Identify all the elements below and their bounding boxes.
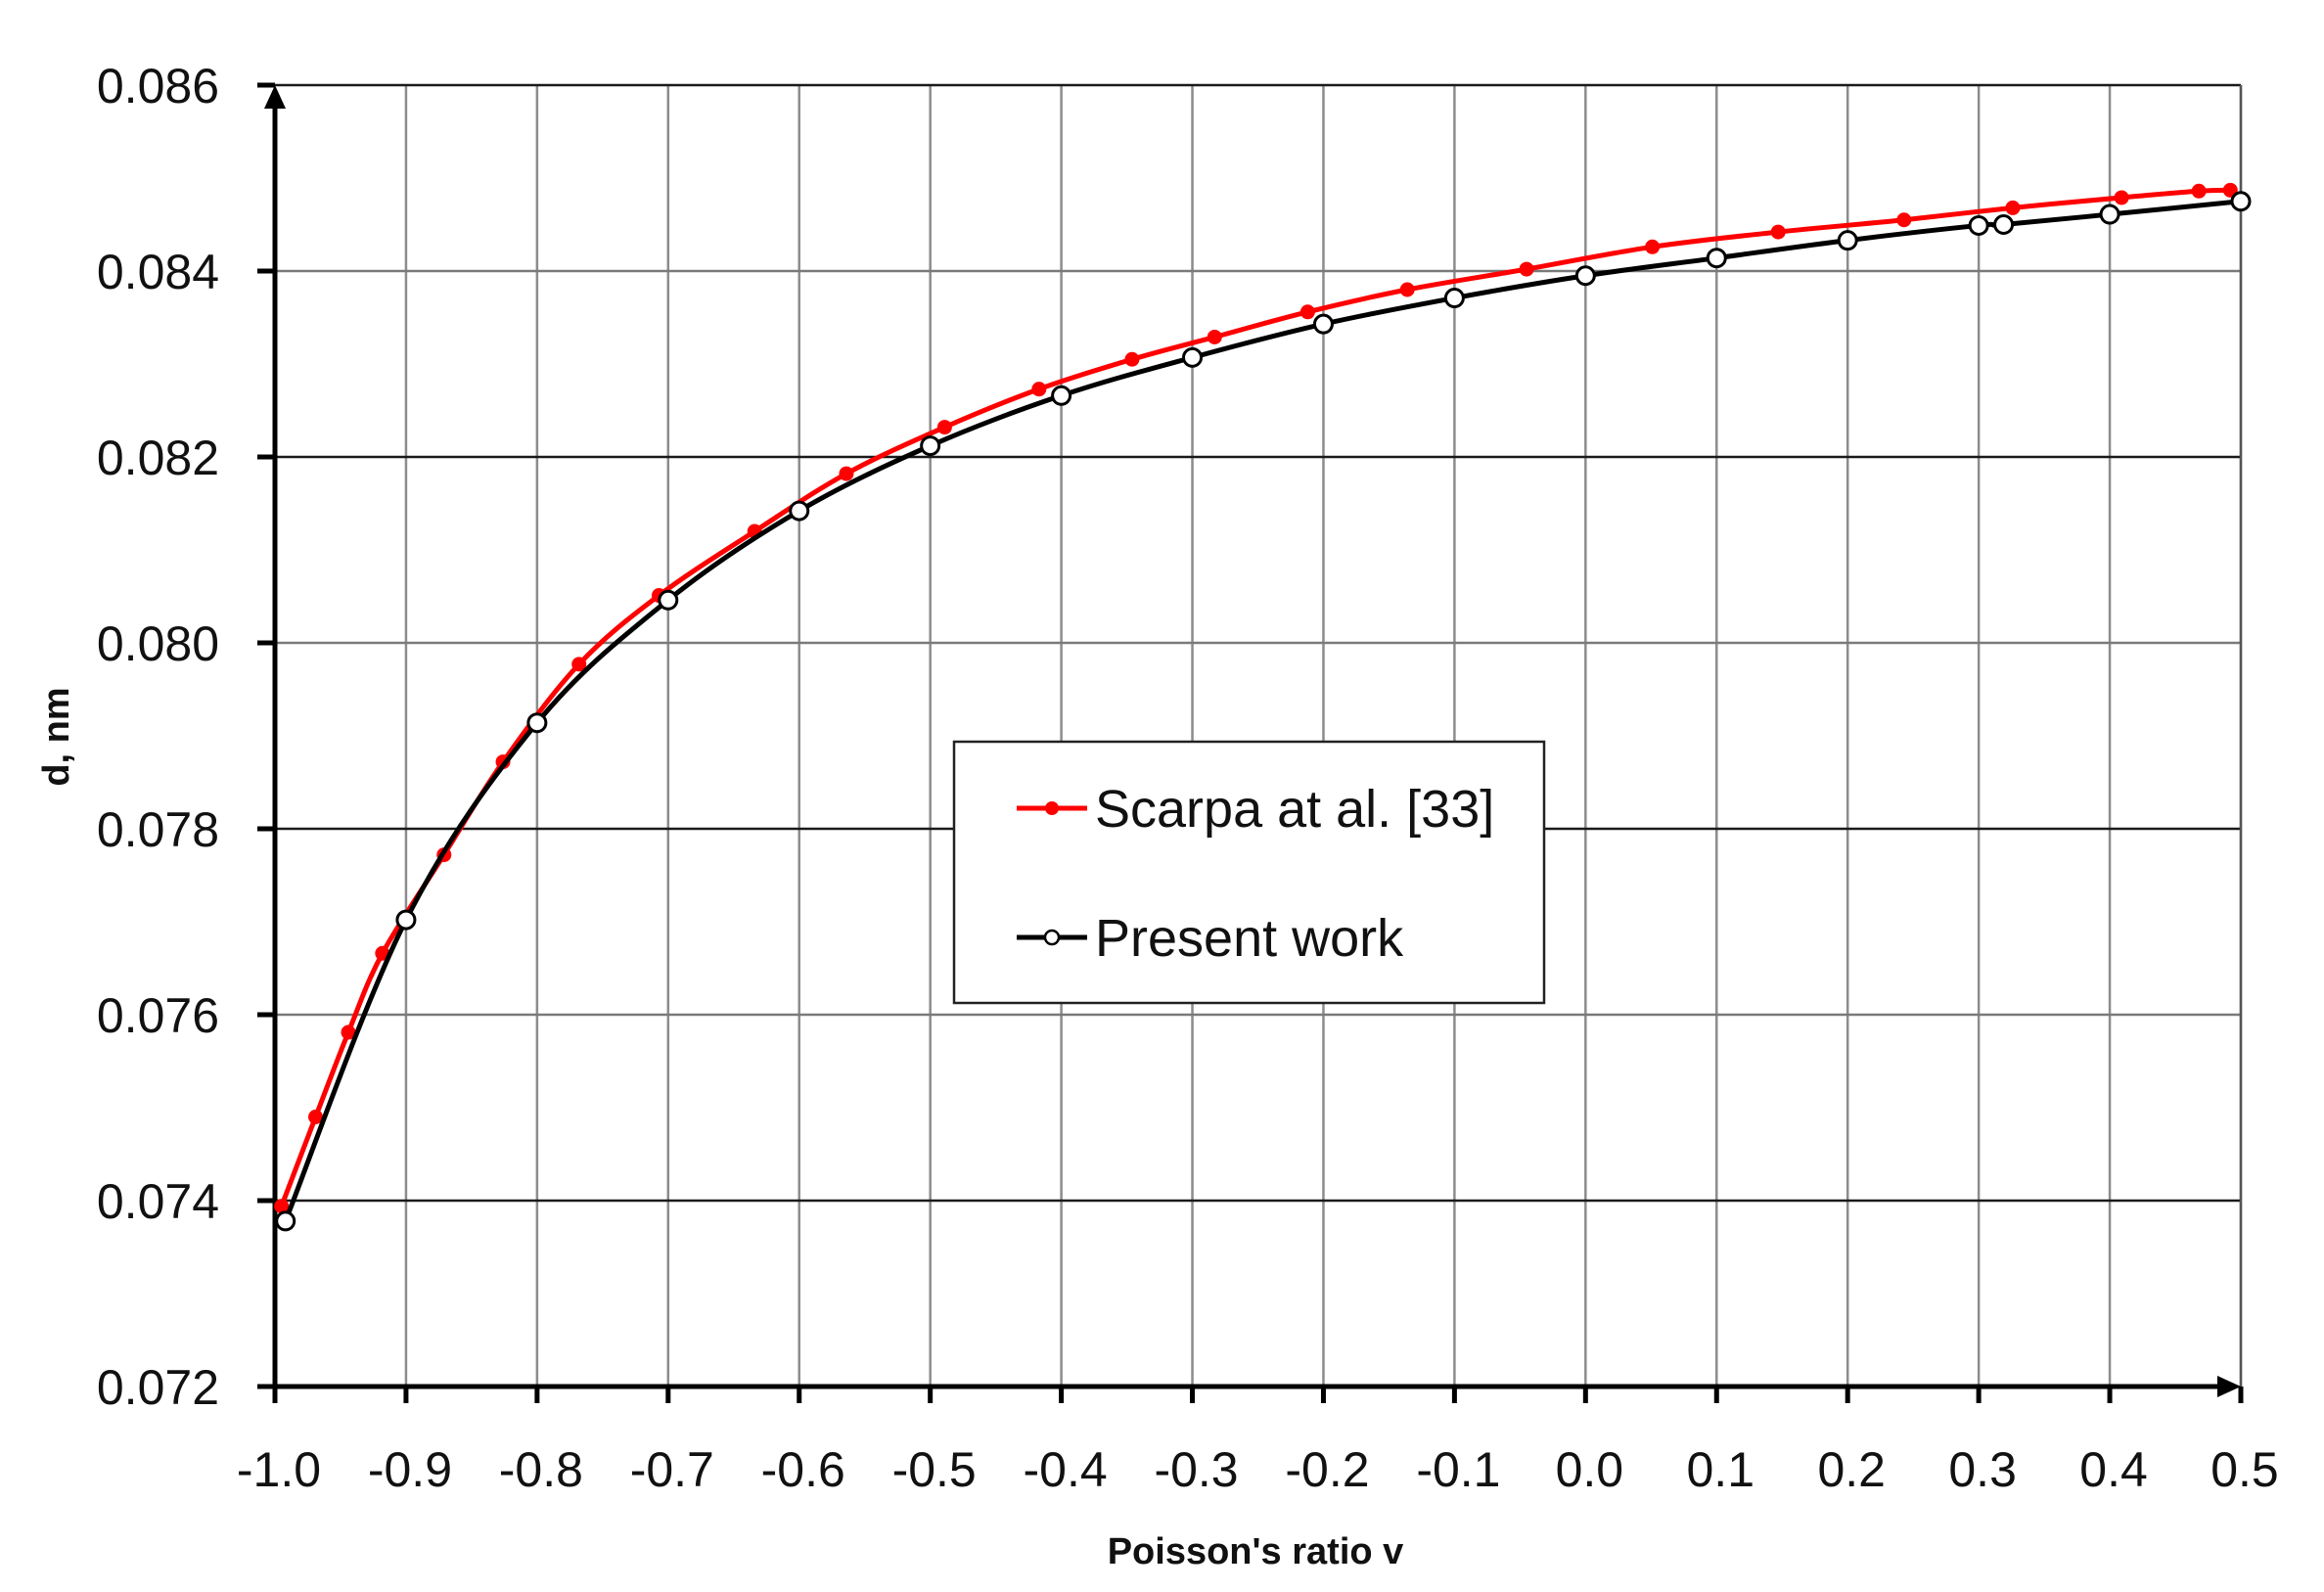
filled-circle-marker-icon	[1770, 224, 1786, 240]
x-tick-label: -0.1	[1416, 1442, 1500, 1497]
open-circle-marker-icon	[1968, 214, 1989, 236]
x-tick-label: -0.6	[761, 1442, 845, 1497]
x-tick-label: 0.3	[1948, 1442, 2017, 1497]
legend-label-present-work: Present work	[1095, 909, 1404, 968]
y-tick-label: 0.072	[97, 1360, 219, 1415]
filled-circle-marker-icon	[1124, 351, 1140, 367]
x-tick-labels: -1.0 -0.9 -0.8 -0.7 -0.6 -0.5 -0.4 -0.3 -0.2 -0.1…	[237, 1442, 2279, 1497]
open-circle-marker-icon	[1706, 248, 1727, 269]
filled-circle-marker-icon	[308, 1110, 324, 1124]
x-tick-label: 0.4	[2079, 1442, 2148, 1497]
legend-box	[952, 740, 1546, 1005]
legend-label-scarpa: Scarpa at al. [33]	[1095, 780, 1494, 839]
y-tick-label: 0.078	[97, 802, 219, 857]
x-tick-label: -0.8	[499, 1442, 583, 1497]
x-tick-label: 0.5	[2210, 1442, 2279, 1497]
y-tick-label: 0.074	[97, 1174, 219, 1229]
filled-circle-marker-icon	[1399, 282, 1415, 297]
filled-circle-marker-icon	[571, 657, 587, 672]
filled-circle-marker-icon	[936, 420, 952, 435]
open-circle-marker-icon	[789, 500, 810, 522]
legend-filled-circle-marker-icon	[1045, 801, 1059, 815]
filled-circle-marker-icon	[2191, 183, 2207, 199]
y-tick-label: 0.086	[97, 59, 219, 114]
series-line	[283, 199, 2242, 1222]
open-circle-marker-icon	[658, 589, 679, 611]
y-tick-label: 0.076	[97, 988, 219, 1043]
x-axis-arrow-icon	[2217, 1376, 2241, 1397]
filled-circle-marker-icon	[1207, 329, 1222, 344]
open-circle-marker-icon	[1574, 265, 1596, 287]
open-circle-marker-icon	[2230, 191, 2252, 212]
x-tick-label: 0.0	[1556, 1442, 1624, 1497]
filled-circle-marker-icon	[1031, 382, 1047, 397]
legend-item-present-work: Present work	[1017, 909, 1404, 968]
filled-circle-marker-icon	[2005, 200, 2021, 215]
axes	[257, 82, 2244, 1403]
x-tick-label: 0.1	[1687, 1442, 1755, 1497]
open-circle-marker-icon	[275, 1210, 296, 1232]
x-tick-label: -0.5	[892, 1442, 977, 1497]
y-tick-label: 0.080	[97, 616, 219, 671]
open-circle-marker-icon	[1312, 313, 1334, 335]
x-tick-label: -0.9	[368, 1442, 452, 1497]
open-circle-marker-icon	[1182, 346, 1204, 368]
y-axis-arrow-icon	[264, 85, 286, 109]
x-tick-label: -0.7	[630, 1442, 714, 1497]
x-tick-label: -0.3	[1154, 1442, 1238, 1497]
y-tick-labels: 0.072 0.074 0.076 0.078 0.080 0.082 0.084 0.086	[97, 59, 219, 1415]
open-circle-marker-icon	[920, 435, 941, 457]
gridlines	[275, 83, 2243, 1387]
open-circle-marker-icon	[1993, 214, 2015, 235]
open-circle-marker-icon	[395, 909, 417, 931]
y-axis-title: d, nm	[36, 687, 77, 786]
filled-circle-marker-icon	[1519, 261, 1534, 277]
open-circle-marker-icon	[2099, 204, 2120, 225]
series-scarpa	[274, 182, 2238, 1214]
open-circle-marker-icon	[1837, 230, 1858, 251]
filled-circle-marker-icon	[1896, 212, 1912, 228]
filled-circle-marker-icon	[274, 1199, 290, 1214]
open-circle-marker-icon	[526, 712, 548, 734]
x-tick-label: 0.2	[1817, 1442, 1886, 1497]
y-tick-label: 0.082	[97, 431, 219, 485]
filled-circle-marker-icon	[839, 466, 854, 481]
y-tick-label: 0.084	[97, 245, 219, 299]
series-present-work	[275, 191, 2252, 1232]
filled-circle-marker-icon	[1645, 239, 1661, 254]
x-tick-label: -0.2	[1285, 1442, 1369, 1497]
x-tick-label: -0.4	[1024, 1442, 1108, 1497]
x-axis-title: Poisson's ratio v	[1108, 1531, 1404, 1572]
legend-open-circle-marker-icon	[1043, 929, 1061, 946]
open-circle-marker-icon	[1051, 385, 1072, 406]
legend-item-scarpa: Scarpa at al. [33]	[1017, 780, 1494, 839]
x-tick-label: -1.0	[237, 1442, 321, 1497]
filled-circle-marker-icon	[1299, 304, 1315, 320]
open-circle-marker-icon	[1443, 288, 1465, 309]
filled-circle-marker-icon	[341, 1024, 356, 1040]
legend: Scarpa at al. [33] Present work	[952, 740, 1546, 1005]
filled-circle-marker-icon	[2114, 190, 2129, 205]
plot-series	[274, 182, 2252, 1232]
